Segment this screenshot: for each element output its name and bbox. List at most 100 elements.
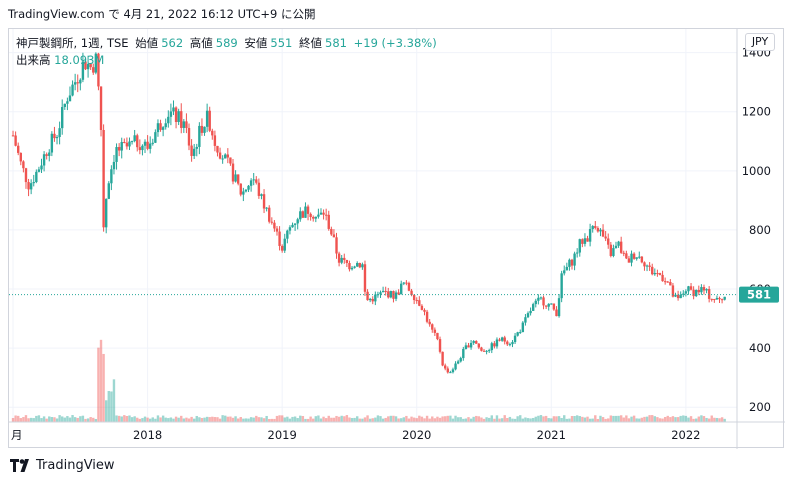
candle-body (275, 228, 279, 232)
volume-bar (335, 415, 338, 422)
volume-bar (671, 416, 675, 422)
volume-bar (63, 417, 66, 422)
candle-body (177, 111, 180, 122)
candle-body (123, 141, 126, 143)
candle-body (402, 282, 405, 284)
candle-body (221, 158, 224, 160)
volume-bar (89, 417, 92, 422)
candle-body (638, 256, 641, 258)
volume-bar (53, 417, 56, 422)
candle-body (97, 53, 100, 87)
candle-body (669, 282, 672, 286)
candle-body (524, 317, 527, 323)
volume-bar (216, 417, 219, 422)
candle-body (151, 142, 154, 144)
candle-body (423, 309, 426, 312)
candle-body (301, 211, 305, 218)
candle-body (94, 53, 98, 73)
close-value: 581 (325, 36, 347, 50)
candle-body (487, 350, 491, 352)
low-label: 安値 (244, 36, 268, 50)
volume-bar (723, 418, 726, 422)
candle-body (651, 266, 654, 275)
volume-bar (159, 417, 162, 422)
open-label: 始値 (135, 36, 159, 50)
volume-bar (319, 418, 323, 422)
volume-bar (296, 418, 299, 422)
candle-body (568, 259, 571, 267)
change-value: +19 (+3.38%) (353, 36, 437, 50)
volume-bar (306, 418, 310, 422)
candle-body (187, 128, 191, 146)
candle-body (133, 135, 136, 142)
candle-body (425, 311, 429, 322)
volume-bar (674, 417, 677, 422)
candle-body (441, 351, 444, 366)
volume-bar (268, 418, 271, 422)
volume-bar (407, 418, 411, 422)
candle-body (32, 182, 35, 184)
candle-body (330, 228, 333, 235)
candle-body (412, 295, 416, 301)
volume-bar (71, 415, 74, 422)
currency-badge[interactable]: JPY (745, 33, 775, 51)
volume-bar (97, 347, 100, 422)
volume-bar (40, 418, 43, 422)
volume-bar (192, 418, 196, 422)
volume-bar (663, 417, 667, 422)
candle-body (679, 294, 682, 299)
volume-bar (348, 417, 351, 422)
candle-body (415, 300, 418, 302)
candle-body (218, 152, 222, 159)
volume-bar (617, 415, 620, 422)
volume-bar (531, 417, 535, 422)
volume-bar (79, 416, 82, 422)
volume-bar (594, 415, 597, 422)
candle-body (306, 206, 310, 214)
volume-bar (418, 415, 421, 422)
candle-body (273, 222, 276, 229)
volume-bar (45, 418, 48, 422)
candle-body (337, 253, 341, 263)
volume-bar (128, 415, 131, 422)
x-tick-label: 2021 (537, 428, 566, 442)
symbol-label[interactable]: 神戸製鋼所, 1週, TSE (16, 36, 129, 50)
candle-body (244, 189, 248, 192)
candle-body (480, 347, 483, 351)
volume-bar (195, 415, 198, 422)
volume-bar (542, 416, 545, 422)
candle-body (40, 165, 43, 170)
ohlc-legend: 神戸製鋼所, 1週, TSE 始値 562 高値 589 安値 551 終値 581 +… (16, 35, 440, 51)
volume-bar (638, 418, 641, 422)
volume-bar (221, 415, 224, 422)
tradingview-brand[interactable]: TradingView (10, 458, 115, 473)
volume-bar (198, 417, 201, 422)
volume-bar (76, 417, 79, 422)
volume-bar (252, 417, 255, 422)
candlestick-chart[interactable]: 140012001000800600400200月201820192020202… (9, 29, 785, 449)
candle-body (280, 245, 284, 251)
candle-body (607, 238, 610, 245)
volume-bar (301, 416, 305, 422)
volume-bar (405, 415, 408, 422)
volume-bar (143, 416, 147, 422)
volume-bar (376, 415, 380, 422)
volume-bar (537, 415, 540, 422)
y-tick-label: 800 (749, 223, 771, 237)
candle-body (293, 223, 297, 225)
volume-bar (190, 416, 193, 422)
candle-body (400, 283, 403, 295)
candle-body (299, 211, 302, 220)
candle-body (180, 111, 183, 128)
volume-bar (234, 416, 237, 422)
volume-bar (156, 415, 160, 422)
candle-body (539, 297, 543, 299)
volume-bar (661, 418, 664, 422)
volume-bar (692, 418, 695, 422)
volume-bar (640, 417, 644, 422)
volume-bar (68, 417, 72, 422)
candle-body (692, 289, 695, 297)
volume-bar (423, 418, 426, 422)
candle-body (234, 174, 237, 182)
volume-bar (400, 418, 403, 422)
